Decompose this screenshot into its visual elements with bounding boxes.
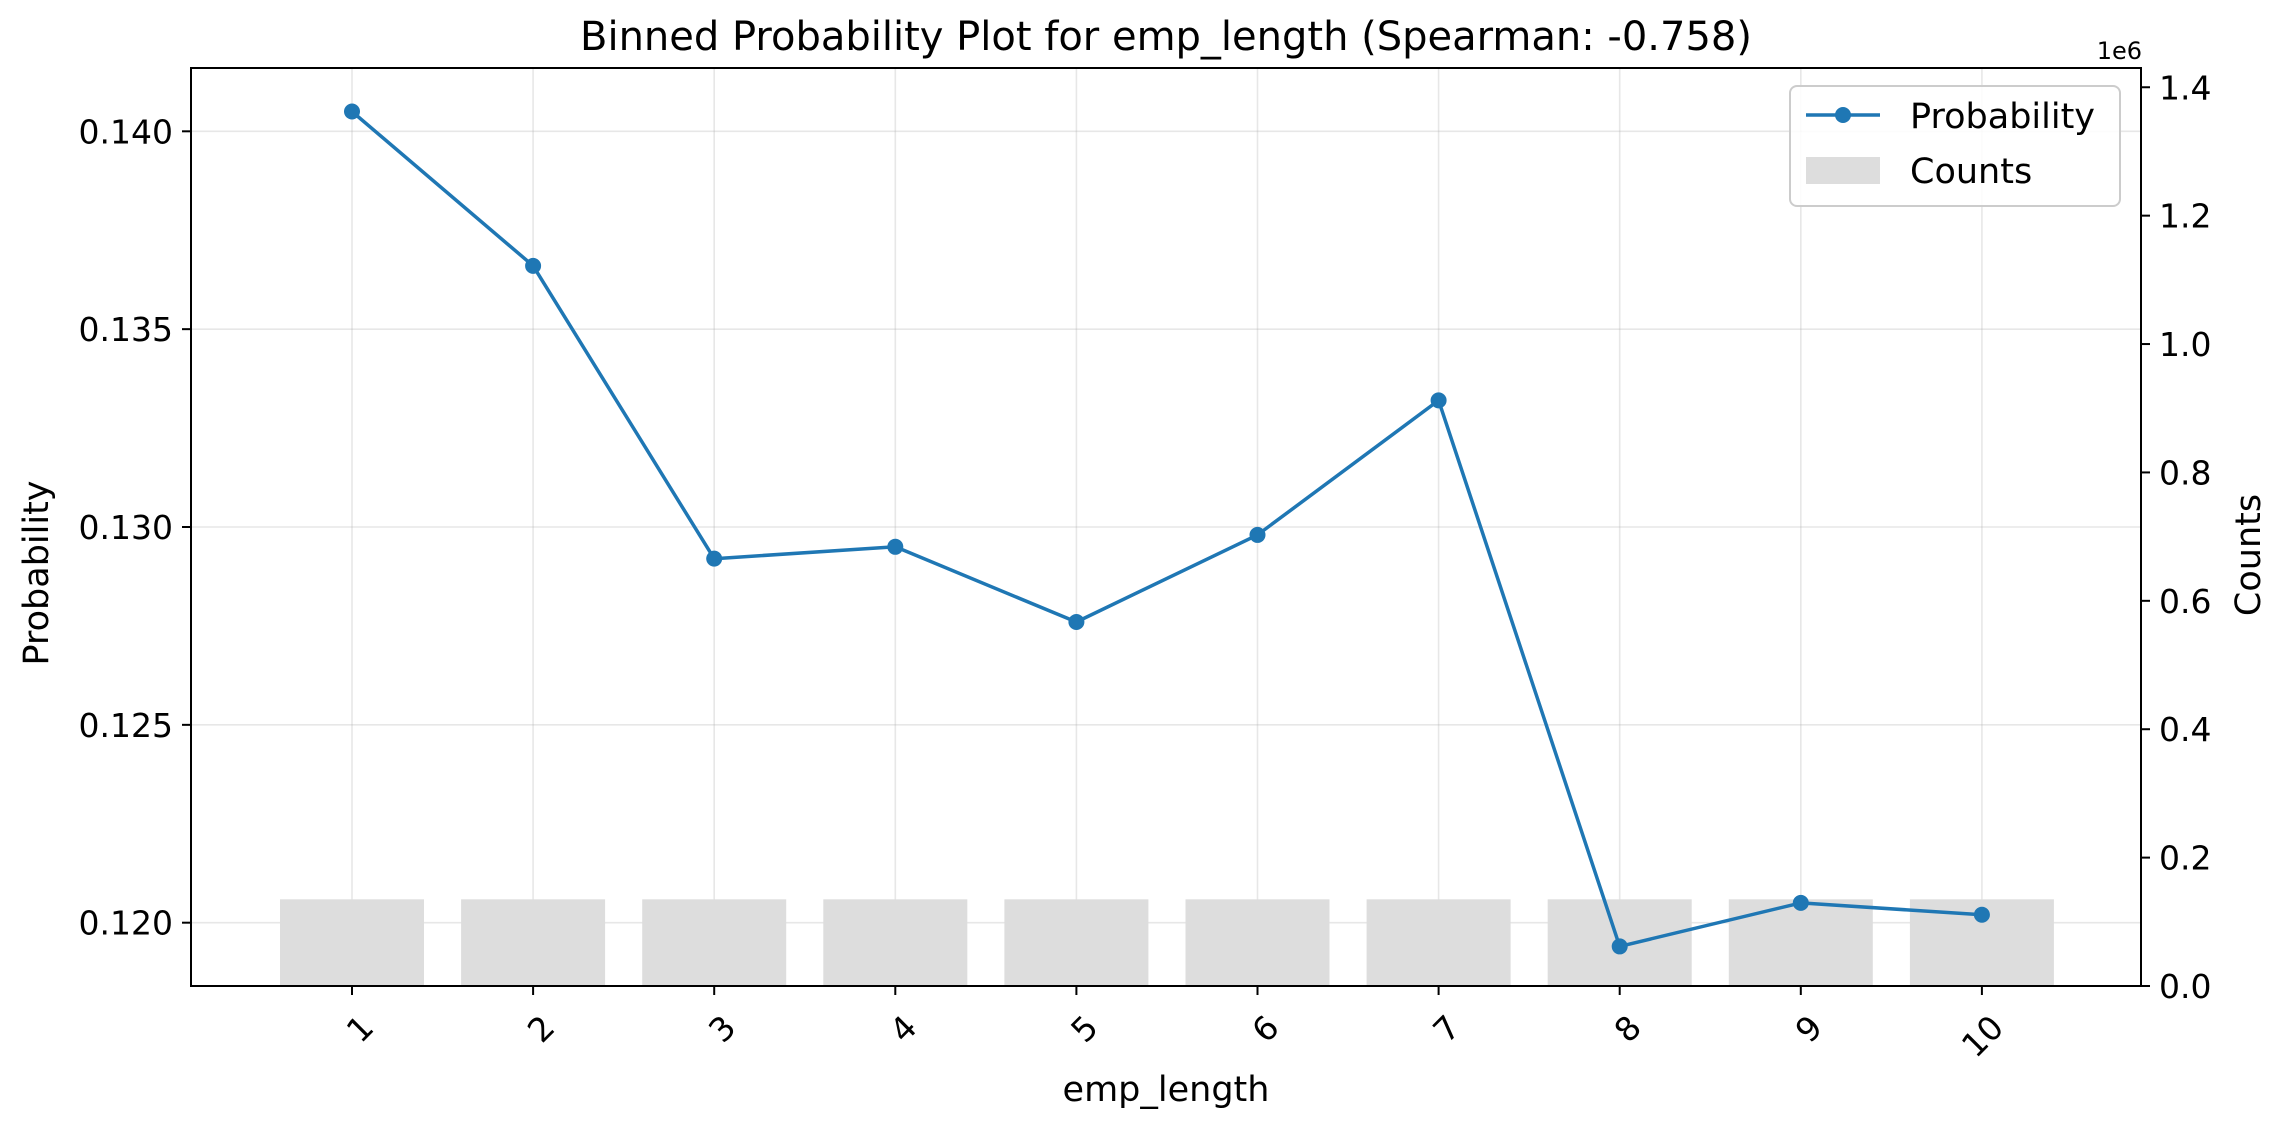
x-tick-label: 7 — [1425, 1008, 1467, 1050]
y2-offset-text: 1e6 — [2097, 37, 2142, 65]
legend-counts-patch — [1806, 157, 1880, 184]
x-tick-label: 1 — [339, 1008, 381, 1050]
x-tick-label: 3 — [701, 1008, 743, 1050]
probability-marker — [706, 550, 723, 567]
probability-line-layer — [344, 103, 1990, 955]
probability-marker — [1792, 894, 1809, 911]
probability-marker — [1430, 392, 1447, 409]
y-tick-label: 0.125 — [79, 706, 173, 745]
count-bar — [1728, 899, 1873, 986]
y2-axis-label: Counts — [2229, 494, 2269, 616]
chart-title: Binned Probability Plot for emp_length (… — [580, 14, 1752, 60]
x-axis-label: emp_length — [1063, 1070, 1270, 1110]
y-tick-label: 0.135 — [79, 310, 173, 349]
probability-marker — [1249, 526, 1266, 543]
probability-line — [350, 110, 1983, 949]
y2-tick-label: 1.4 — [2159, 68, 2211, 107]
count-bar — [1185, 899, 1330, 986]
y-tick-label: 0.130 — [79, 508, 173, 547]
y2-tick-label: 0.6 — [2159, 582, 2211, 621]
probability-marker — [525, 257, 542, 274]
count-bar — [642, 899, 787, 986]
legend-probability-marker-sample — [1835, 107, 1851, 123]
count-bar — [461, 899, 606, 986]
x-tick-label: 2 — [520, 1008, 562, 1050]
y-axis-label: Probability — [17, 480, 57, 665]
labels-layer: Binned Probability Plot for emp_length (… — [17, 14, 2269, 1110]
legend-label-counts: Counts — [1910, 152, 2032, 192]
x-tick-label: 8 — [1606, 1008, 1648, 1050]
count-bar — [280, 899, 424, 986]
y2-tick-label: 0.2 — [2159, 839, 2211, 878]
probability-marker — [1611, 938, 1628, 955]
y2-tick-label: 1.0 — [2159, 325, 2211, 364]
count-bar — [823, 899, 968, 986]
y-tick-label: 0.140 — [79, 112, 173, 151]
y2-tick-label: 1.2 — [2159, 197, 2211, 236]
probability-marker — [887, 538, 904, 555]
x-tick-label: 6 — [1244, 1008, 1286, 1050]
probability-marker — [1973, 906, 1990, 923]
x-tick-label: 10 — [1954, 1008, 2011, 1065]
probability-marker — [1068, 613, 1085, 630]
axes-layer: 0.120 0.125 0.130 0.135 0.140 0.0 0.2 0.4 0.6 0.8… — [79, 67, 2211, 1065]
x-tick-label: 9 — [1788, 1008, 1830, 1050]
y-tick-label: 0.120 — [79, 904, 173, 943]
y2-tick-label: 0.0 — [2159, 967, 2211, 1006]
y2-tick-label: 0.4 — [2159, 710, 2211, 749]
x-tick-label: 4 — [882, 1008, 924, 1050]
count-bars — [280, 899, 2054, 986]
probability-marker — [344, 103, 360, 120]
legend: Probability Counts — [1789, 85, 2121, 207]
x-tick-label: 5 — [1063, 1008, 1105, 1050]
y2-tick-label: 0.8 — [2159, 453, 2211, 492]
legend-label-probability: Probability — [1910, 97, 2095, 137]
count-bar — [1366, 899, 1511, 986]
count-bar — [1004, 899, 1149, 986]
